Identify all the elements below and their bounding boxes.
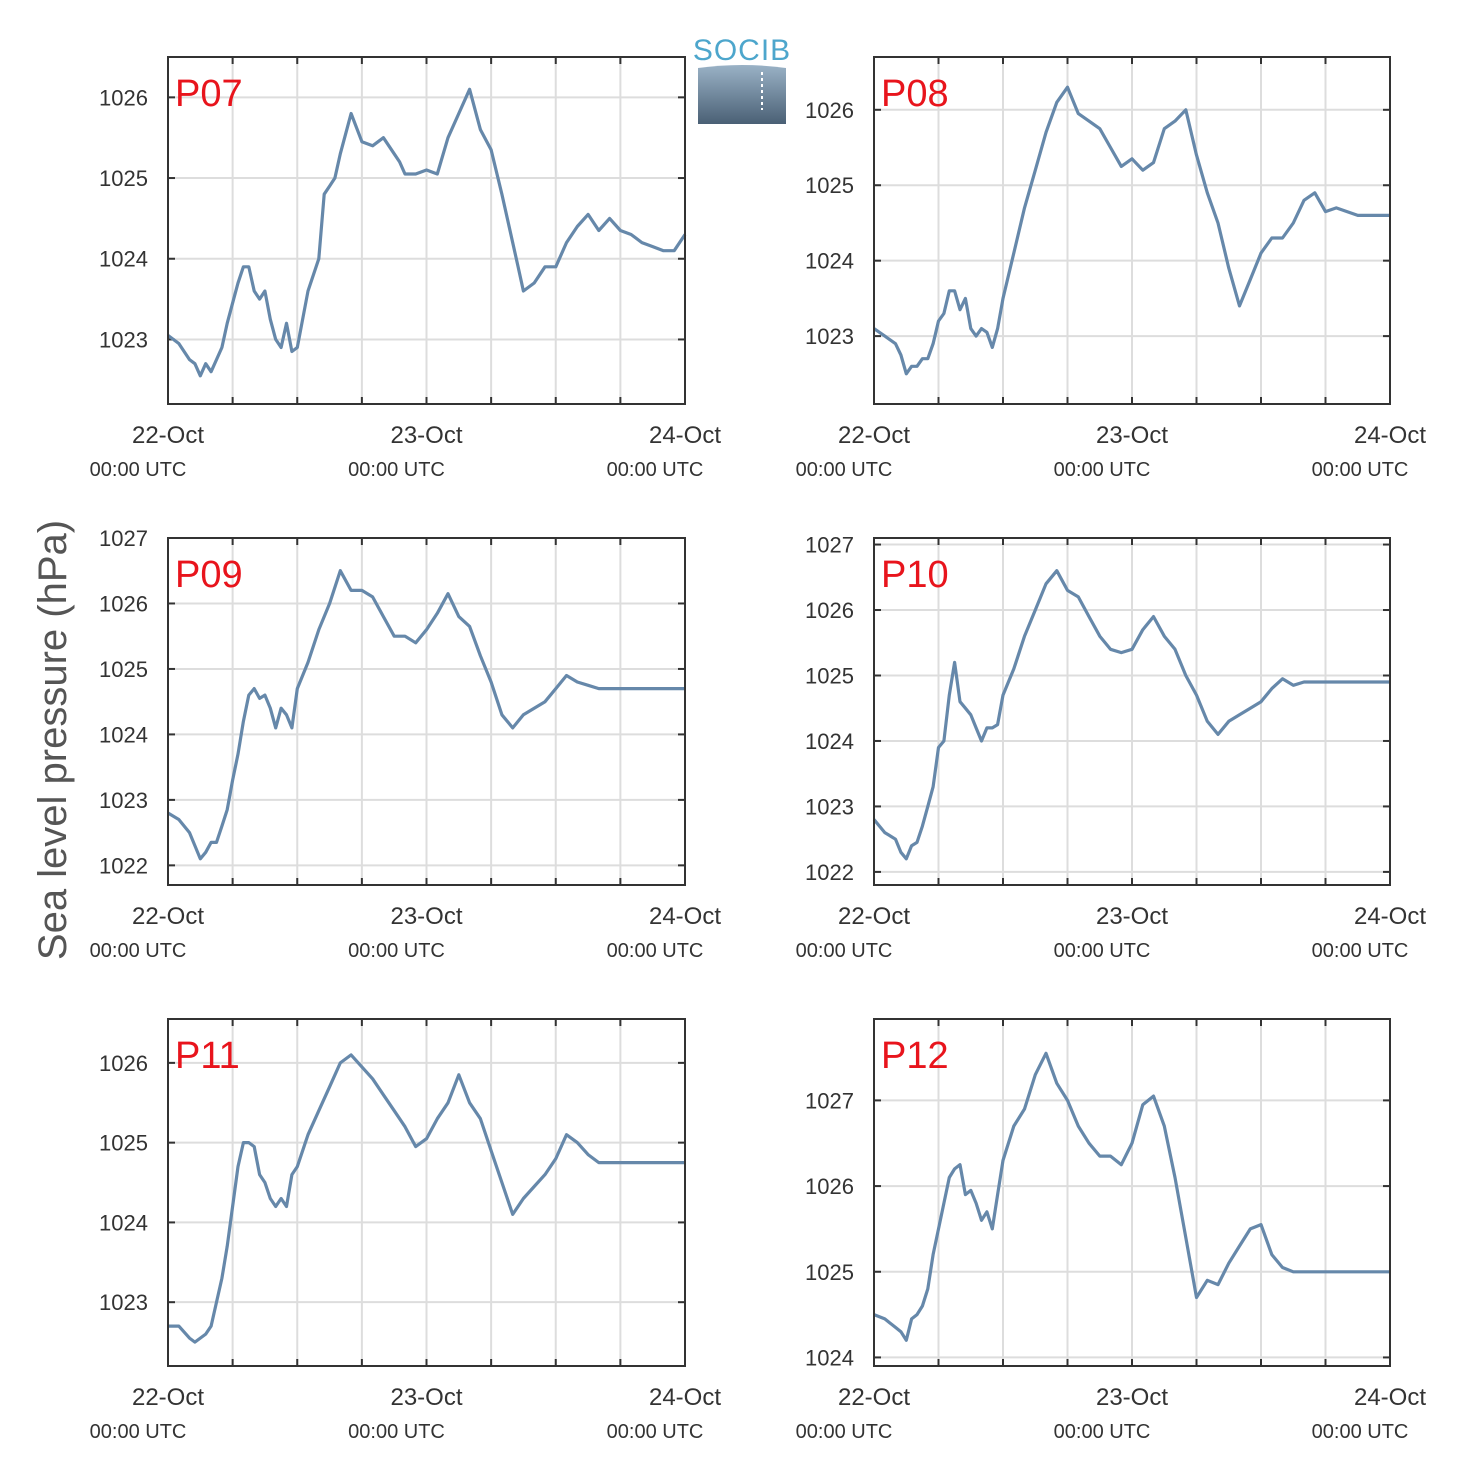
x-tick-time-label: 00:00 UTC	[796, 1421, 893, 1443]
plot-frame	[167, 56, 686, 405]
y-tick-label: 1027	[805, 1088, 854, 1113]
y-tick-label: 1026	[99, 85, 148, 110]
y-tick-label: 1023	[805, 324, 854, 349]
panel-p09: 1022 1023 1024 1025 1026 1027 22-Oct 00:00 UTC 2…	[90, 526, 722, 962]
x-tick-date-label: 24-Oct	[649, 903, 721, 930]
x-tick-date-label: 24-Oct	[1354, 903, 1426, 930]
y-tick-label: 1025	[99, 166, 148, 191]
y-tick-label: 1027	[805, 533, 854, 558]
y-axis-label: Sea level pressure (hPa)	[31, 520, 75, 960]
panels: 1023 1024 1025 1026 22-Oct 00:00 UTC 23-Oct 00:…	[90, 56, 1427, 1443]
x-tick-date-label: 22-Oct	[838, 903, 910, 930]
y-tick-label: 1022	[805, 860, 854, 885]
panel-title: P12	[881, 1035, 949, 1077]
pressure-series-line	[167, 87, 687, 378]
y-tick-label: 1026	[805, 598, 854, 623]
x-tick-time-label: 00:00 UTC	[90, 1421, 187, 1443]
x-tick-date-label: 22-Oct	[838, 422, 910, 449]
x-tick-time-label: 00:00 UTC	[348, 459, 445, 481]
x-tick-time-label: 00:00 UTC	[607, 459, 704, 481]
y-tick-label: 1026	[99, 591, 148, 616]
panel-title: P07	[175, 73, 243, 115]
plot-frame	[167, 1018, 686, 1367]
y-tick-label: 1025	[99, 1131, 148, 1156]
y-tick-label: 1023	[99, 1290, 148, 1315]
x-tick-time-label: 00:00 UTC	[90, 940, 187, 962]
x-tick-time-label: 00:00 UTC	[348, 1421, 445, 1443]
panel-title: P08	[881, 73, 949, 115]
pressure-series-line	[872, 569, 1390, 861]
y-tick-label: 1022	[99, 853, 148, 878]
x-tick-date-label: 23-Oct	[390, 1384, 462, 1411]
pressure-series-line	[873, 1051, 1390, 1342]
y-tick-label: 1026	[805, 98, 854, 123]
x-tick-date-label: 22-Oct	[132, 1384, 204, 1411]
panel-p07: 1023 1024 1025 1026 22-Oct 00:00 UTC 23-Oct 00:…	[90, 56, 721, 481]
y-tick-label: 1024	[99, 1210, 148, 1235]
y-tick-label: 1023	[99, 327, 148, 352]
x-tick-time-label: 00:00 UTC	[1054, 459, 1151, 481]
logo-text: SOCIB	[693, 34, 791, 67]
y-tick-label: 1024	[805, 1345, 854, 1370]
y-tick-label: 1024	[805, 729, 854, 754]
x-tick-date-label: 23-Oct	[390, 422, 462, 449]
x-tick-time-label: 00:00 UTC	[1312, 1421, 1409, 1443]
x-tick-date-label: 23-Oct	[1096, 1384, 1168, 1411]
x-tick-date-label: 22-Oct	[838, 1384, 910, 1411]
x-tick-date-label: 24-Oct	[649, 1384, 721, 1411]
x-tick-time-label: 00:00 UTC	[796, 459, 893, 481]
y-tick-label: 1023	[805, 794, 854, 819]
x-tick-time-label: 00:00 UTC	[607, 940, 704, 962]
y-tick-label: 1025	[805, 173, 854, 198]
pressure-series-line	[167, 569, 685, 861]
panel-p08: 1023 1024 1025 1026 22-Oct 00:00 UTC 23-Oct 00:…	[796, 56, 1426, 481]
plot-frame	[873, 537, 1391, 886]
x-tick-date-label: 24-Oct	[1354, 422, 1426, 449]
y-tick-label: 1026	[805, 1174, 854, 1199]
y-tick-label: 1025	[805, 1260, 854, 1285]
y-tick-label: 1024	[805, 249, 854, 274]
plot-frame	[167, 537, 686, 886]
pressure-series-line	[873, 85, 1390, 376]
plot-frame	[873, 56, 1391, 405]
y-tick-label: 1023	[99, 788, 148, 813]
x-tick-date-label: 24-Oct	[1354, 1384, 1426, 1411]
y-tick-label: 1024	[99, 247, 148, 272]
y-tick-label: 1024	[99, 722, 148, 747]
panel-p11: 1023 1024 1025 1026 22-Oct 00:00 UTC 23-Oct 00:…	[90, 1018, 721, 1443]
x-tick-date-label: 22-Oct	[132, 903, 204, 930]
panel-title: P11	[175, 1035, 240, 1077]
x-tick-time-label: 00:00 UTC	[1054, 1421, 1151, 1443]
pressure-series-line	[168, 1053, 685, 1344]
x-tick-date-label: 22-Oct	[132, 422, 204, 449]
y-tick-label: 1027	[99, 526, 148, 551]
x-tick-time-label: 00:00 UTC	[90, 459, 187, 481]
x-tick-time-label: 00:00 UTC	[1054, 940, 1151, 962]
panel-title: P10	[881, 554, 949, 596]
x-tick-time-label: 00:00 UTC	[1312, 940, 1409, 962]
x-tick-date-label: 23-Oct	[1096, 903, 1168, 930]
plot-frame	[873, 1018, 1391, 1367]
logo-water-shape	[698, 65, 786, 124]
panel-title: P09	[175, 554, 243, 596]
x-tick-time-label: 00:00 UTC	[796, 940, 893, 962]
x-tick-time-label: 00:00 UTC	[348, 940, 445, 962]
x-tick-date-label: 24-Oct	[649, 422, 721, 449]
y-tick-label: 1025	[99, 657, 148, 682]
x-tick-date-label: 23-Oct	[1096, 422, 1168, 449]
panel-p12: 1024 1025 1026 1027 22-Oct 00:00 UTC 23-Oct 00:…	[796, 1018, 1426, 1443]
panel-p10: 1022 1023 1024 1025 1026 1027 22-Oct 00:00 UTC 2…	[796, 533, 1427, 962]
x-tick-time-label: 00:00 UTC	[607, 1421, 704, 1443]
x-tick-time-label: 00:00 UTC	[1312, 459, 1409, 481]
x-tick-date-label: 23-Oct	[390, 903, 462, 930]
y-tick-label: 1025	[805, 663, 854, 688]
socib-logo: SOCIB	[693, 34, 791, 124]
y-tick-label: 1026	[99, 1051, 148, 1076]
